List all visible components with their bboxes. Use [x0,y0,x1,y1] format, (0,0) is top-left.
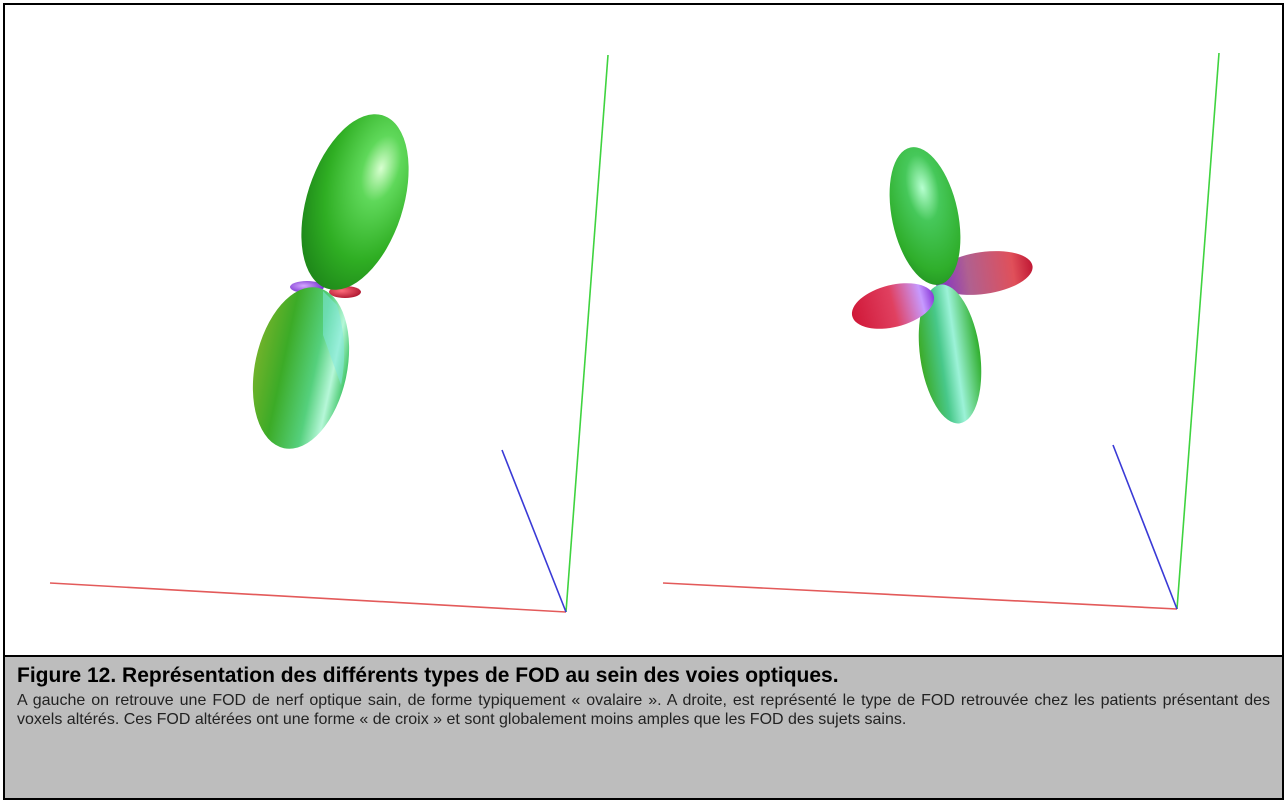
right-fod-render [662,52,1220,610]
right-lobe-right [933,251,1033,295]
right-panel [641,5,1282,655]
figure-caption: Figure 12. Représentation des différents… [5,655,1282,798]
x-axis-line [662,582,1178,610]
left-fod-render [49,54,609,613]
y-axis-line [1176,52,1220,610]
z-axis-line [501,449,567,613]
left-panel [5,5,641,655]
right-lobe-top [889,147,961,285]
right-lobe-left [851,283,935,329]
left-top-lobe [301,114,409,290]
caption-text: A gauche on retrouve une FOD de nerf opt… [17,692,1270,728]
caption-title: Figure 12. Représentation des différents… [17,664,839,687]
y-axis-line [565,54,609,613]
figure-frame: Figure 12. Représentation des différents… [3,3,1284,800]
x-axis-line [49,582,567,613]
right-lobe-bottom [918,284,982,424]
left-bottom-lobe [252,287,350,449]
left-center-highlight [323,291,345,385]
z-axis-line [1112,444,1178,610]
